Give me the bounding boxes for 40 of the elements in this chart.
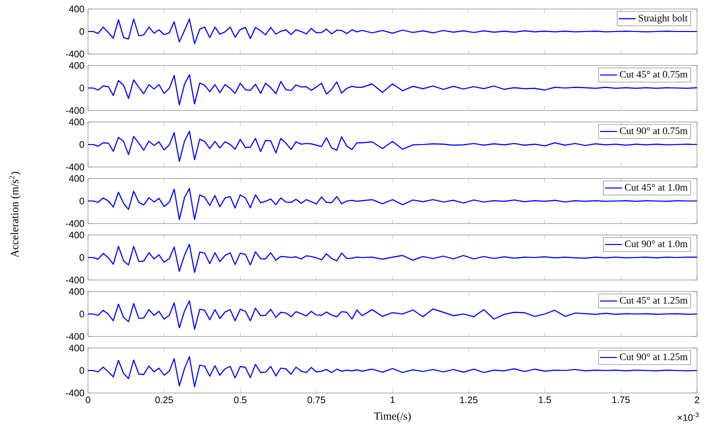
y-tick-label: 0	[80, 254, 84, 261]
series-label: Cut 45° at 1.25m	[620, 296, 688, 304]
legend-label: Cut 45° at 1.0m	[624, 184, 688, 191]
y-tick-label: 0	[80, 310, 84, 318]
series-label: Cut 90° at 1.25m	[620, 353, 688, 360]
y-tick-label: 0	[80, 367, 84, 374]
y-tick-label: 400	[68, 344, 84, 352]
y-tick-label: 0	[80, 198, 84, 204]
series-label: Cut 45° at 0.75m	[620, 70, 688, 78]
y-tick-label: -400	[66, 390, 84, 396]
x-tick-label: 0	[86, 396, 90, 404]
y-tick-label: -400	[66, 107, 84, 114]
y-tick-label: 400	[68, 175, 84, 182]
y-tick-label: 400	[68, 6, 84, 12]
x-tick-label: 1.25	[460, 396, 478, 404]
x-tick-label: 0.75	[308, 396, 326, 404]
y-tick-label: -400	[66, 333, 84, 340]
x-tick-label: 1.5	[538, 396, 551, 404]
y-tick-label: -400	[66, 220, 84, 227]
legend-label: Straight bolt	[638, 14, 688, 24]
x-axis-title: Time(/s)	[374, 412, 411, 422]
y-tick-label: 400	[68, 232, 84, 238]
y-axis-title: Acceleration (m/s$^{2}$)	[9, 172, 21, 258]
y-tick-label: 400	[68, 118, 84, 126]
y-tick-label: 0	[80, 28, 84, 35]
y-tick-label: 0	[80, 84, 84, 92]
series-label: Cut 90° at 0.75m	[620, 127, 688, 134]
y-tick-label: -400	[66, 164, 84, 170]
legend-label: Cut 90° at 1.0m	[624, 240, 688, 248]
x-tick-label: 0.25	[155, 396, 173, 404]
y-tick-label: -400	[66, 50, 84, 58]
text: ×10$^{-3}$	[678, 412, 699, 421]
y-tick-label: 0	[80, 141, 84, 148]
y-tick-label: 400	[68, 62, 84, 69]
x-tick-label: 2	[694, 396, 700, 404]
y-tick-label: 400	[68, 288, 84, 295]
x-tick-label: 1.75	[612, 396, 630, 404]
x-tick-label: 1	[390, 396, 395, 404]
x-tick-label: 0.5	[234, 396, 246, 404]
y-tick-label: -400	[66, 276, 84, 284]
